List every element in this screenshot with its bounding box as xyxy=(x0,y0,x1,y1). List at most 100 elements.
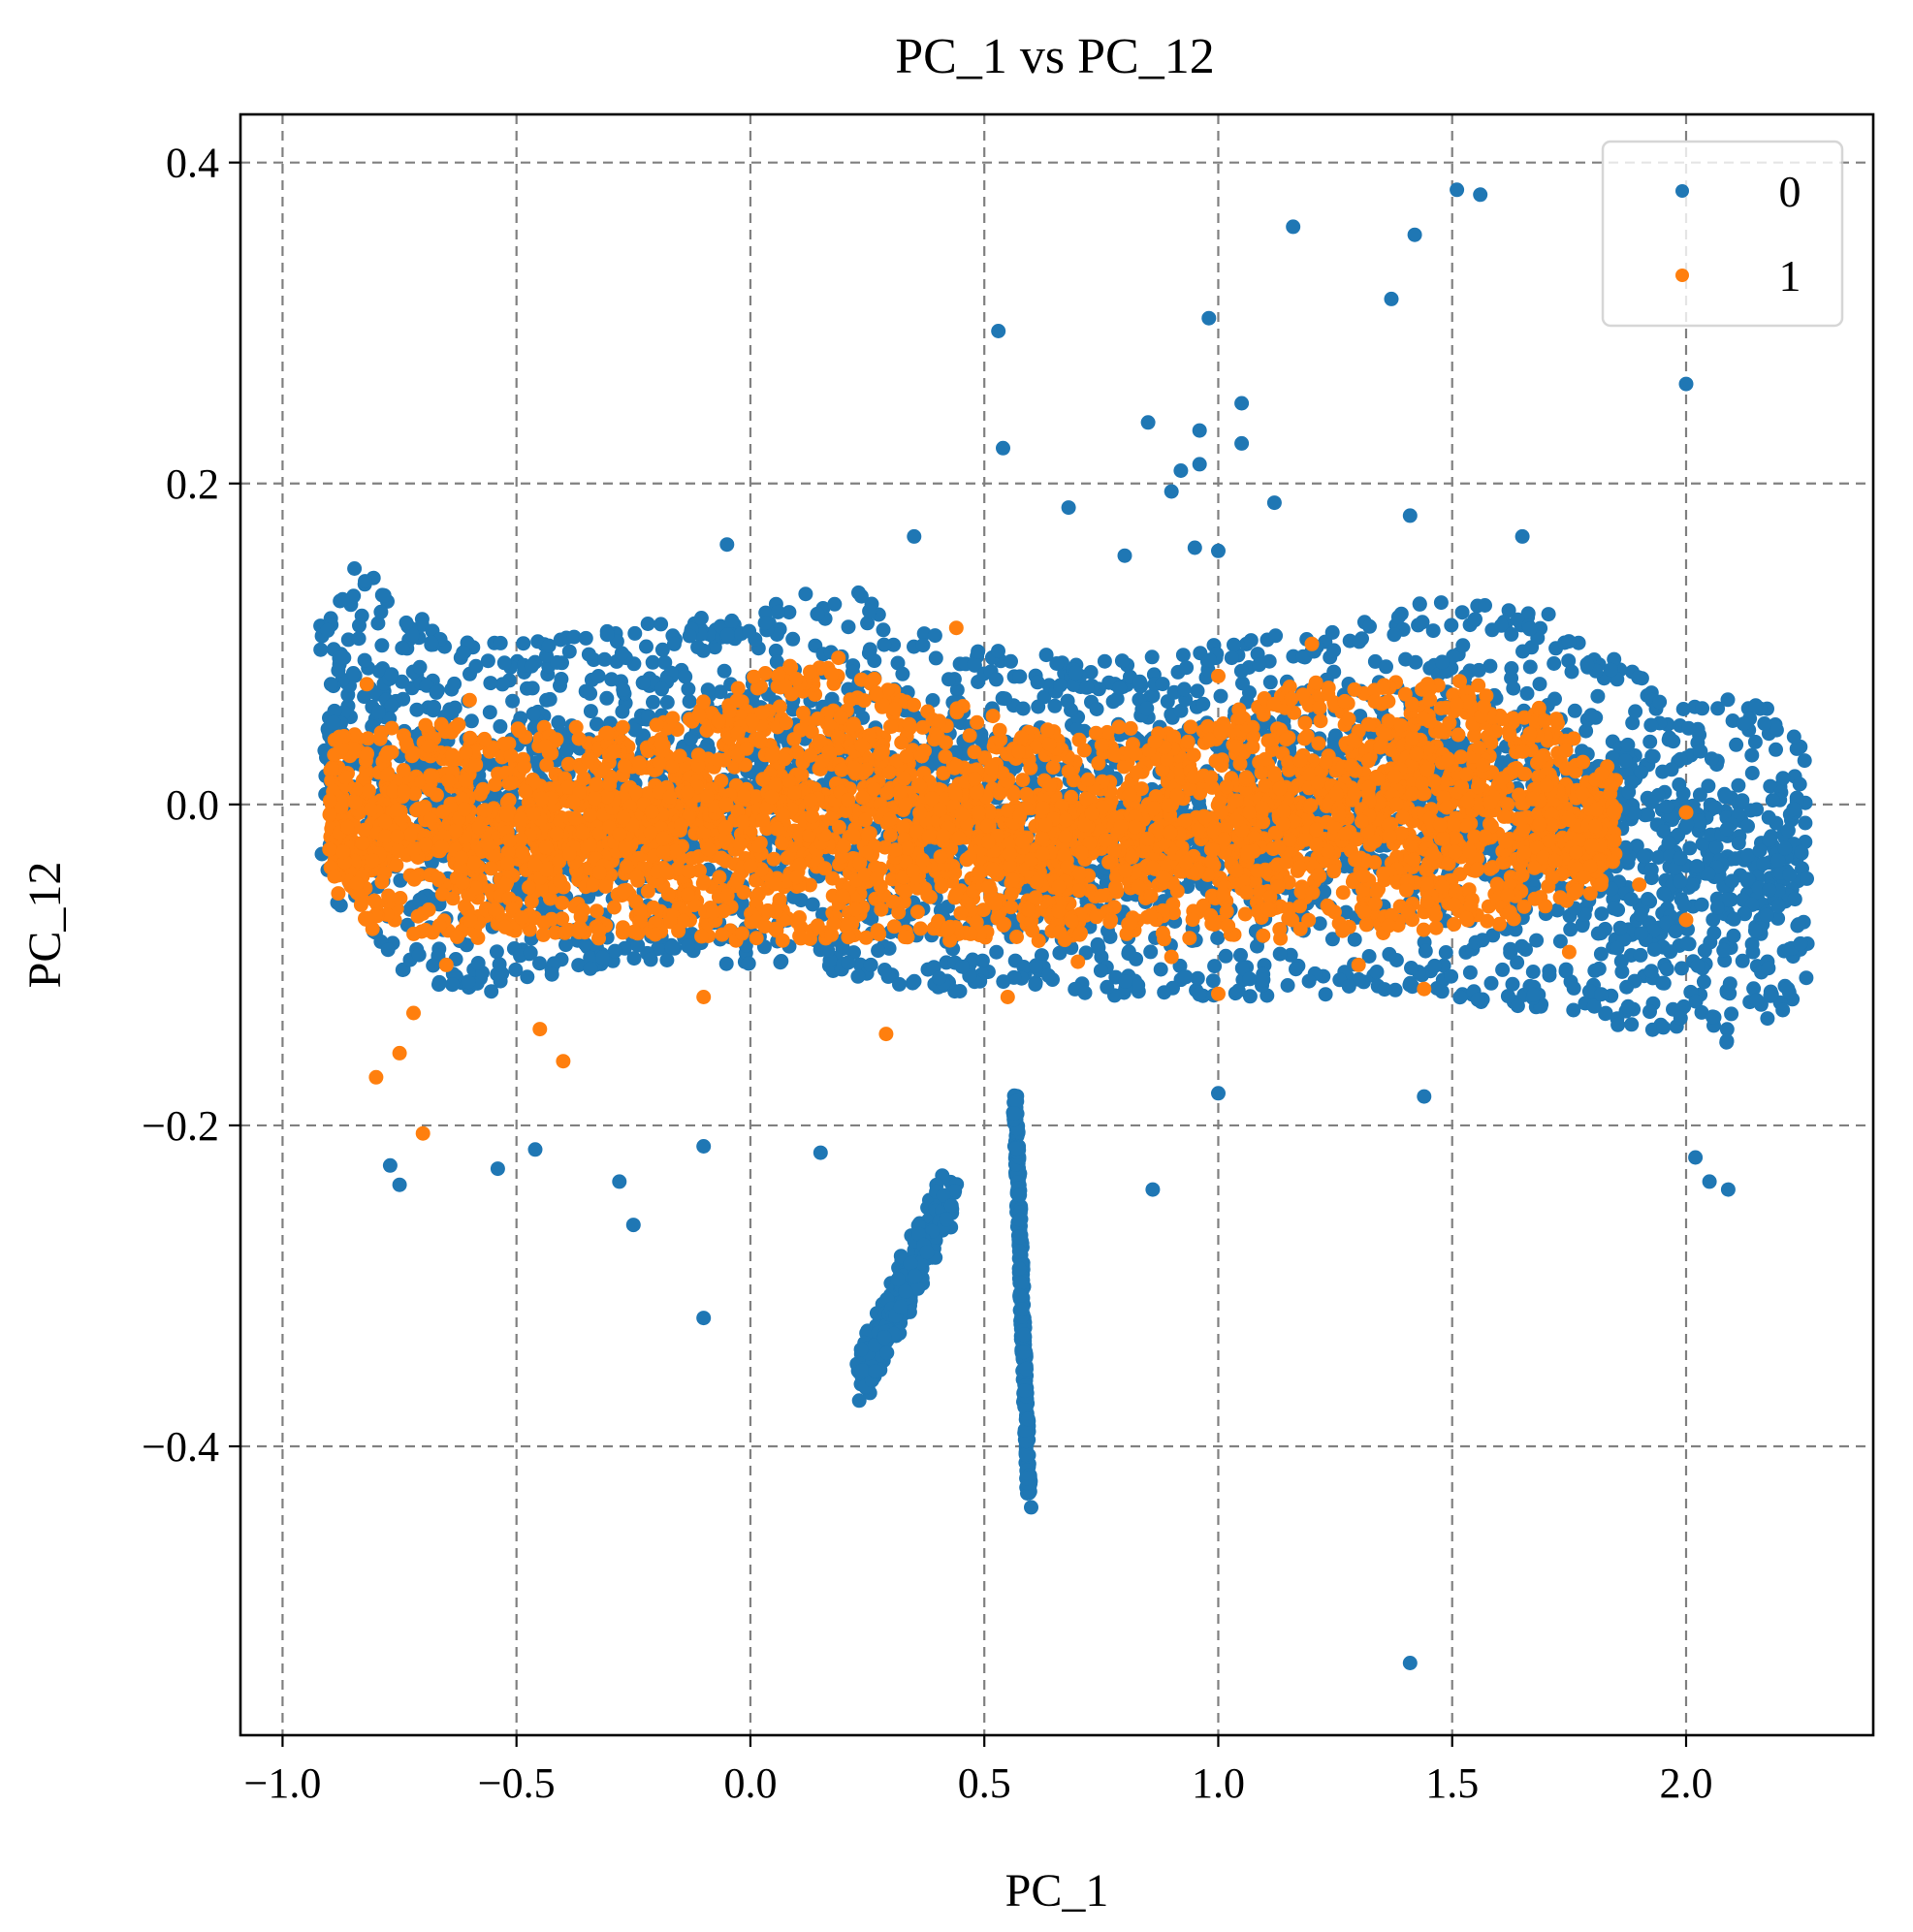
point-series-0 xyxy=(892,976,907,992)
point-series-0 xyxy=(1433,595,1449,611)
point-series-0 xyxy=(1800,871,1814,886)
point-series-0 xyxy=(1656,824,1672,839)
point-series-0 xyxy=(1190,683,1205,699)
point-series-0 xyxy=(1561,634,1577,649)
point-series-0 xyxy=(989,672,1004,687)
point-series-0 xyxy=(1631,670,1646,685)
point-series-0 xyxy=(1131,977,1146,993)
point-series-0 xyxy=(1526,987,1542,1002)
point-series-0 xyxy=(482,705,497,720)
point-series-0 xyxy=(1793,935,1808,951)
point-series-1 xyxy=(1500,797,1515,812)
point-series-0 xyxy=(827,596,843,612)
point-series-0 xyxy=(645,654,660,670)
point-series-0 xyxy=(1324,624,1340,640)
point-series-0 xyxy=(370,616,386,631)
point-series-0 xyxy=(664,939,680,955)
point-series-0 xyxy=(1417,1089,1432,1104)
point-series-0 xyxy=(429,684,444,700)
point-series-0 xyxy=(346,588,362,604)
point-series-0 xyxy=(781,605,797,620)
point-series-0 xyxy=(583,961,598,976)
point-series-0 xyxy=(426,958,441,973)
point-series-0 xyxy=(1709,900,1725,915)
point-series-0 xyxy=(1614,964,1630,979)
point-series-0 xyxy=(489,944,504,960)
point-series-0 xyxy=(773,955,788,970)
point-series-0 xyxy=(1515,644,1530,659)
point-series-0 xyxy=(841,619,856,635)
point-series-0 xyxy=(1514,938,1529,954)
point-series-0 xyxy=(1145,1182,1161,1197)
point-series-0 xyxy=(1173,703,1189,718)
point-series-0 xyxy=(1661,836,1676,850)
point-series-0 xyxy=(1318,987,1333,1002)
point-series-1 xyxy=(795,706,811,720)
point-series-0 xyxy=(871,943,886,959)
point-series-0 xyxy=(1493,618,1509,633)
point-series-0 xyxy=(525,681,540,696)
point-series-0 xyxy=(1558,962,1574,977)
point-series-0 xyxy=(1068,665,1083,681)
point-series-0 xyxy=(1052,945,1068,961)
point-series-0 xyxy=(1504,626,1519,642)
point-series-0 xyxy=(1009,1093,1025,1109)
point-series-0 xyxy=(713,684,728,700)
point-series-0 xyxy=(1762,833,1777,847)
point-series-0 xyxy=(770,604,785,619)
point-series-0 xyxy=(895,666,910,681)
point-series-0 xyxy=(1295,649,1311,664)
point-series-0 xyxy=(399,615,414,630)
point-series-0 xyxy=(659,695,675,710)
point-series-0 xyxy=(1722,976,1738,992)
point-series-0 xyxy=(520,969,535,985)
point-series-0 xyxy=(384,667,399,682)
point-series-0 xyxy=(1020,1411,1036,1427)
point-series-0 xyxy=(1780,981,1796,997)
point-series-0 xyxy=(824,691,840,707)
point-series-0 xyxy=(1794,844,1809,860)
point-series-0 xyxy=(1690,958,1706,973)
point-series-0 xyxy=(1011,1244,1027,1259)
point-series-0 xyxy=(1623,892,1639,906)
point-series-0 xyxy=(1659,799,1674,814)
point-series-0 xyxy=(1210,931,1226,945)
point-series-0 xyxy=(991,644,1005,659)
point-series-0 xyxy=(627,625,643,641)
point-series-0 xyxy=(1470,992,1485,1007)
point-series-0 xyxy=(643,952,658,967)
point-series-0 xyxy=(1408,654,1423,670)
point-series-0 xyxy=(1719,1033,1735,1049)
point-series-0 xyxy=(1765,793,1780,808)
point-series-0 xyxy=(1384,291,1399,306)
point-series-0 xyxy=(380,942,396,958)
point-series-0 xyxy=(1140,415,1156,430)
point-series-0 xyxy=(1679,816,1695,832)
point-series-0 xyxy=(1402,508,1418,523)
point-series-0 xyxy=(456,645,471,660)
point-series-0 xyxy=(599,690,615,706)
point-series-1 xyxy=(772,699,787,714)
point-series-0 xyxy=(1412,596,1427,612)
point-series-0 xyxy=(1746,981,1762,997)
point-series-0 xyxy=(1425,623,1441,639)
point-series-0 xyxy=(1178,969,1194,985)
point-series-0 xyxy=(1013,1276,1029,1291)
point-series-0 xyxy=(1633,907,1648,923)
point-series-0 xyxy=(409,702,425,717)
point-series-0 xyxy=(1663,944,1678,960)
point-series-1 xyxy=(1015,773,1031,788)
point-series-1 xyxy=(361,731,375,746)
point-series-0 xyxy=(1190,970,1205,986)
point-series-0 xyxy=(1757,716,1772,731)
point-series-0 xyxy=(1678,376,1694,392)
point-series-0 xyxy=(1656,1020,1671,1035)
point-series-0 xyxy=(1629,839,1644,854)
point-series-0 xyxy=(1726,911,1741,927)
point-series-0 xyxy=(768,643,783,658)
point-series-0 xyxy=(1390,610,1406,624)
point-series-0 xyxy=(635,675,651,690)
point-series-0 xyxy=(996,974,1011,990)
point-series-0 xyxy=(1478,598,1492,613)
